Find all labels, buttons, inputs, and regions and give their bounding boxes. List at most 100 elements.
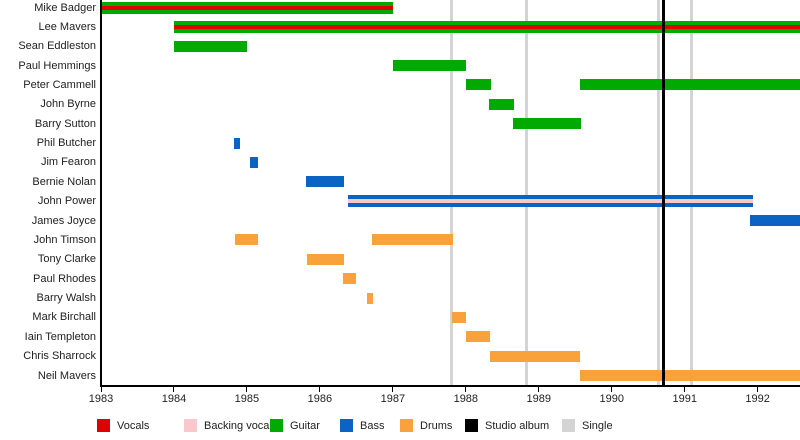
studio_album-legend-swatch bbox=[465, 419, 478, 432]
x-tick-label: 1988 bbox=[453, 393, 479, 405]
member-bar bbox=[750, 215, 800, 227]
member-bar bbox=[489, 98, 514, 110]
bar-stripe-middle bbox=[348, 199, 753, 204]
member-bar bbox=[342, 273, 356, 285]
member-bar bbox=[306, 176, 344, 188]
x-tick-label: 1984 bbox=[161, 393, 187, 405]
member-bar bbox=[489, 350, 581, 362]
member-bar bbox=[372, 234, 454, 246]
x-tick-label: 1990 bbox=[599, 393, 624, 405]
single-line bbox=[656, 0, 660, 385]
member-bar bbox=[513, 118, 582, 130]
single-line bbox=[450, 0, 454, 385]
member-label: John Power bbox=[37, 195, 96, 208]
member-bar bbox=[366, 292, 374, 304]
x-tick-label: 1989 bbox=[526, 393, 552, 405]
member-bar bbox=[173, 40, 247, 52]
x-tick-label: 1992 bbox=[745, 393, 770, 405]
member-label: Chris Sharrock bbox=[23, 350, 96, 363]
member-label: Barry Sutton bbox=[34, 117, 96, 130]
member-bar bbox=[465, 331, 490, 343]
x-tick-label: 1983 bbox=[88, 393, 114, 405]
member-label: John Timson bbox=[33, 233, 96, 246]
member-label: Peter Cammell bbox=[23, 78, 96, 91]
member-bar bbox=[173, 20, 800, 33]
member-bar bbox=[348, 195, 753, 208]
member-label: Iain Templeton bbox=[24, 330, 96, 343]
x-tick bbox=[100, 387, 102, 392]
member-bar bbox=[392, 60, 466, 72]
member-bar bbox=[579, 79, 800, 91]
bar-stripe-top bbox=[348, 195, 753, 200]
member-label: Mark Birchall bbox=[32, 311, 96, 324]
x-tick bbox=[173, 387, 175, 392]
legend-label: Backing vocals bbox=[204, 419, 278, 432]
bar-stripe-bottom bbox=[348, 203, 753, 208]
y-axis-line bbox=[100, 0, 102, 386]
x-tick bbox=[392, 387, 394, 392]
x-tick-label: 1985 bbox=[234, 393, 260, 405]
legend-label: Vocals bbox=[117, 419, 150, 432]
member-label: Paul Rhodes bbox=[33, 272, 96, 285]
legend-label: Single bbox=[582, 419, 613, 432]
x-tick bbox=[319, 387, 321, 392]
backing_vocals-legend-swatch bbox=[184, 419, 197, 432]
x-tick-label: 1991 bbox=[672, 393, 697, 405]
bass-legend-swatch bbox=[340, 419, 353, 432]
member-label: Phil Butcher bbox=[36, 137, 96, 150]
member-label: Sean Eddleston bbox=[18, 40, 96, 53]
x-tick bbox=[538, 387, 540, 392]
x-tick bbox=[465, 387, 467, 392]
single-legend-swatch bbox=[562, 419, 575, 432]
legend-item: Drums bbox=[400, 419, 452, 432]
bar-stripe-top bbox=[173, 20, 800, 25]
legend-label: Guitar bbox=[290, 419, 320, 432]
member-label: Jim Fearon bbox=[40, 156, 96, 169]
single-line bbox=[689, 0, 693, 385]
x-tick-label: 1987 bbox=[380, 393, 406, 405]
member-label: Neil Mavers bbox=[37, 369, 96, 382]
bar-stripe-top bbox=[101, 1, 393, 6]
bar-stripe-middle bbox=[101, 5, 393, 10]
member-bar bbox=[306, 253, 344, 265]
legend: Vocals Backing vocals Guitar Bass Drums Studi… bbox=[0, 419, 800, 439]
member-label: Paul Hemmings bbox=[18, 59, 96, 72]
member-bar bbox=[451, 311, 466, 323]
member-bar bbox=[580, 370, 800, 382]
guitar-legend-swatch bbox=[270, 419, 283, 432]
x-tick bbox=[757, 387, 759, 392]
legend-label: Bass bbox=[360, 419, 385, 432]
album-line bbox=[662, 0, 666, 385]
x-tick bbox=[246, 387, 248, 392]
member-label: Mike Badger bbox=[34, 1, 96, 14]
bar-stripe-middle bbox=[173, 24, 800, 29]
member-label: John Byrne bbox=[40, 98, 96, 111]
x-tick bbox=[611, 387, 613, 392]
legend-item: Single bbox=[562, 419, 613, 432]
x-axis-line bbox=[100, 385, 800, 387]
legend-label: Drums bbox=[420, 419, 453, 432]
member-bar bbox=[233, 137, 240, 149]
legend-item: Backing vocals bbox=[184, 419, 277, 432]
x-tick bbox=[684, 387, 686, 392]
legend-label: Studio album bbox=[485, 419, 550, 432]
legend-item: Studio album bbox=[465, 419, 549, 432]
legend-item: Bass bbox=[340, 419, 384, 432]
x-tick-label: 1986 bbox=[307, 393, 333, 405]
legend-item: Vocals bbox=[97, 419, 149, 432]
member-label: James Joyce bbox=[31, 214, 96, 227]
member-label: Bernie Nolan bbox=[32, 175, 96, 188]
member-bar bbox=[249, 156, 258, 168]
member-label: Tony Clarke bbox=[37, 253, 96, 266]
member-bar bbox=[101, 1, 393, 14]
bar-stripe-bottom bbox=[173, 28, 800, 33]
single-line bbox=[524, 0, 528, 385]
bar-stripe-bottom bbox=[101, 9, 393, 14]
member-bar bbox=[234, 234, 258, 246]
drums-legend-swatch bbox=[400, 419, 413, 432]
vocals-legend-swatch bbox=[97, 419, 110, 432]
member-label: Barry Walsh bbox=[36, 292, 97, 305]
member-label: Lee Mavers bbox=[38, 20, 96, 33]
legend-item: Guitar bbox=[270, 419, 320, 432]
